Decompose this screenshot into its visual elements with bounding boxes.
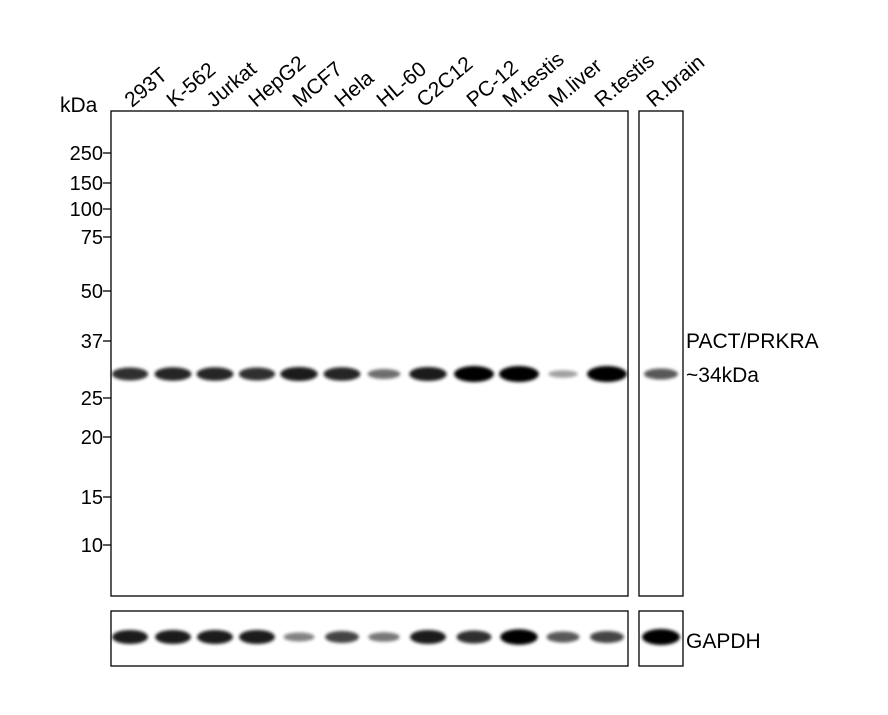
- target-band: [280, 367, 318, 381]
- gapdh-band: [410, 630, 446, 644]
- bands: [111, 366, 680, 645]
- gapdh-band: [112, 630, 148, 644]
- gapdh-side-panel: [638, 610, 684, 667]
- kda-unit-label: kDa: [60, 94, 98, 117]
- target-band: [409, 367, 447, 381]
- gapdh-band: [456, 630, 492, 644]
- lane-label: 293T: [120, 63, 172, 111]
- gapdh-band: [590, 631, 624, 643]
- marker-label: 50: [81, 281, 103, 303]
- target-band: [548, 370, 578, 378]
- marker-label: 10: [81, 535, 103, 557]
- marker-label: 250: [70, 143, 103, 165]
- target-band: [111, 367, 149, 381]
- lane-labels: 293TK-562JurkatHepG2MCF7HelaHL-60C2C12PC…: [120, 48, 709, 112]
- target-band: [499, 366, 539, 382]
- target-protein-label: PACT/PRKRA: [686, 330, 819, 353]
- target-band: [644, 368, 678, 380]
- target-band: [454, 366, 494, 382]
- target-band: [587, 366, 627, 382]
- marker-label: 37: [81, 331, 103, 353]
- marker-label: 75: [81, 227, 103, 249]
- gapdh-band: [239, 630, 275, 644]
- gapdh-band: [368, 632, 400, 642]
- gapdh-band: [546, 631, 580, 643]
- gapdh-band: [283, 632, 315, 642]
- gapdh-main-panel: [110, 610, 629, 667]
- target-band: [154, 367, 192, 381]
- gapdh-band: [325, 631, 359, 643]
- gapdh-band: [500, 629, 538, 645]
- marker-label: 15: [81, 487, 103, 509]
- gapdh-band: [155, 630, 191, 644]
- gapdh-band: [197, 630, 233, 644]
- gapdh-band: [642, 629, 680, 645]
- marker-label: 20: [81, 427, 103, 449]
- target-band: [196, 367, 234, 381]
- target-band: [367, 369, 401, 379]
- loading-control-label: GAPDH: [686, 630, 761, 653]
- marker-label: 100: [70, 199, 103, 221]
- target-size-label: ~34kDa: [686, 364, 759, 387]
- main-blot-panel: [110, 110, 629, 597]
- target-band: [238, 367, 276, 381]
- target-band: [323, 367, 361, 381]
- marker-label: 25: [81, 388, 103, 410]
- side-blot-panel: [638, 110, 684, 597]
- marker-label: 150: [70, 173, 103, 195]
- marker-labels: 250 150 100 75 50 37 25 20 15 10: [70, 143, 111, 557]
